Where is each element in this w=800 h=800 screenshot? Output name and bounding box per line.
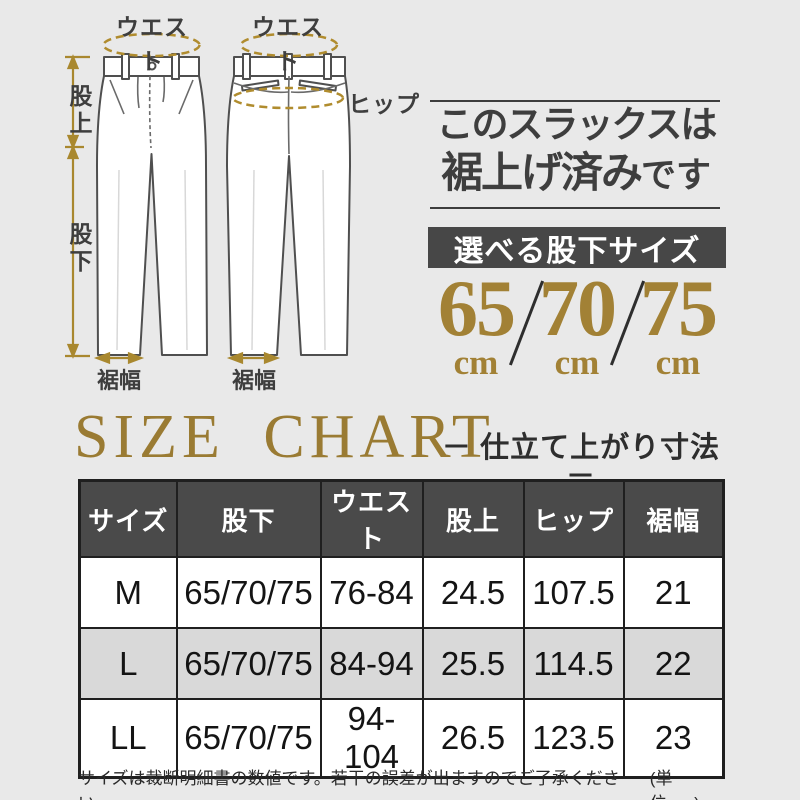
headline-line2-emphasis: 裾上げ済み: [440, 149, 643, 196]
cell-inseam: 65/70/75: [175, 556, 322, 629]
inseam-size-banner: 選べる股下サイズ: [428, 227, 726, 268]
footnote-text: サイズは裁断明細書の数値です。若干の誤差が出ますのでご了承ください。: [78, 769, 620, 800]
cell-inseam: 65/70/75: [175, 627, 322, 700]
headline-line1: このスラックスは: [436, 104, 718, 145]
front-waist-label: ウエスト: [116, 14, 188, 74]
inseam-option-75: 75 cm: [640, 265, 718, 383]
pants-line-art: [65, 32, 351, 365]
inseam-option-unit: cm: [453, 343, 499, 383]
col-header-hem: 裾幅: [622, 479, 725, 558]
headline-rule-top: [430, 100, 720, 102]
inseam-option-70: 70 cm: [539, 265, 617, 383]
front-pants-drawing: [96, 75, 208, 356]
inseam-option-value: 70: [539, 265, 617, 353]
cell-hip: 114.5: [522, 627, 625, 700]
inseam-arrow-bottom: [66, 343, 80, 359]
cell-rise: 26.5: [421, 698, 525, 779]
inseam-option-unit: cm: [554, 343, 600, 383]
inseam-option-unit: cm: [655, 343, 701, 383]
rise-label: 股上: [66, 84, 92, 138]
front-waist-ellipse: [102, 32, 201, 58]
inseam-option-value: 75: [640, 265, 718, 353]
cell-hem: 22: [622, 627, 725, 700]
cell-size: LL: [78, 698, 178, 779]
headline-rule-bottom: [430, 207, 720, 209]
cell-hem: 21: [622, 556, 725, 629]
hip-label: ヒップ: [348, 91, 420, 117]
size-chart-subtitle: － 仕立て上がり寸法 －: [441, 432, 721, 493]
col-header-waist: ウエスト: [319, 479, 424, 558]
inseam-option-65: 65 cm: [438, 265, 516, 383]
cell-hip: 123.5: [522, 698, 625, 779]
col-header-rise: 股上: [421, 479, 525, 558]
back-waist-ellipse: [239, 32, 339, 58]
table-header-row: サイズ 股下 ウエスト 股上 ヒップ 裾幅: [78, 479, 725, 558]
col-header-size: サイズ: [78, 479, 178, 558]
table-row: L 65/70/75 84-94 25.5 114.5 22: [78, 627, 725, 700]
cell-waist: 84-94: [319, 627, 424, 700]
hip-ellipse: [231, 86, 345, 110]
size-chart-title: SIZE CHART: [74, 403, 495, 471]
cell-hip: 107.5: [522, 556, 625, 629]
back-hem-label: 裾幅: [231, 368, 276, 393]
inseam-option-value: 65: [438, 265, 516, 353]
cell-size: L: [78, 627, 178, 700]
footnote: サイズは裁断明細書の数値です。若干の誤差が出ますのでご了承ください。 (単位:c…: [78, 764, 722, 800]
headline: このスラックスは 裾上げ済みです: [430, 106, 722, 194]
cell-rise: 25.5: [421, 627, 525, 700]
headline-line2: 裾上げ済みです: [430, 152, 722, 194]
table-row: LL 65/70/75 94-104 26.5 123.5 23: [78, 698, 725, 779]
cell-rise: 24.5: [421, 556, 525, 629]
cell-inseam: 65/70/75: [175, 698, 322, 779]
back-hem-arrow: [226, 351, 244, 365]
footnote-unit: (単位:cm): [649, 769, 700, 800]
inseam-options: 65 cm 70 cm 75 cm: [428, 265, 726, 383]
cell-waist: 94-104: [319, 698, 424, 779]
cell-waist: 76-84: [319, 556, 424, 629]
headline-line2-suffix: です: [641, 156, 712, 195]
cell-hem: 23: [622, 698, 725, 779]
back-pants-drawing: [226, 75, 351, 356]
front-hem-arrow: [93, 351, 111, 365]
inseam-label: 股下: [66, 222, 92, 276]
back-waist-label: ウエスト: [252, 14, 324, 74]
table-row: M 65/70/75 76-84 24.5 107.5 21: [78, 556, 725, 629]
rise-arrow-top: [66, 54, 80, 70]
col-header-inseam: 股下: [175, 479, 322, 558]
col-header-hip: ヒップ: [522, 479, 625, 558]
front-hem-label: 裾幅: [96, 368, 141, 393]
size-chart-table: サイズ 股下 ウエスト 股上 ヒップ 裾幅 M 65/70/75 76-84 2…: [78, 479, 725, 779]
cell-size: M: [78, 556, 178, 629]
pants-diagram: ウエスト ウエスト ヒップ 股上 股下 裾幅 裾幅: [60, 0, 425, 398]
